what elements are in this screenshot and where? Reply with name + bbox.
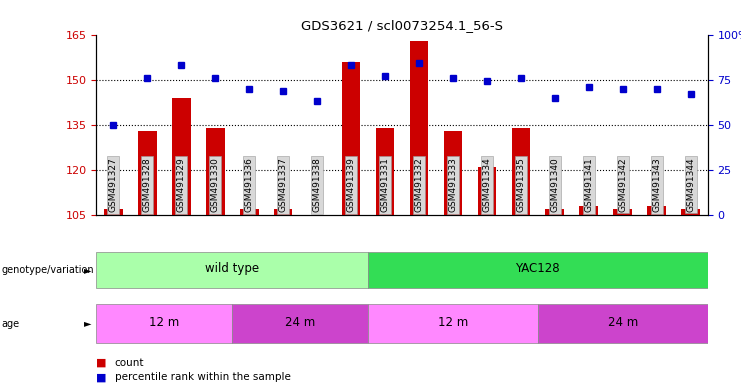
Bar bbox=[511, 128, 531, 215]
Text: GSM491329: GSM491329 bbox=[177, 157, 186, 212]
Bar bbox=[648, 206, 666, 215]
Text: count: count bbox=[115, 358, 144, 368]
Text: 24 m: 24 m bbox=[285, 316, 315, 329]
Bar bbox=[206, 128, 225, 215]
Bar bbox=[376, 128, 394, 215]
Bar bbox=[614, 209, 632, 215]
Text: GSM491340: GSM491340 bbox=[551, 157, 559, 212]
Text: GSM491336: GSM491336 bbox=[245, 157, 253, 212]
Text: ►: ► bbox=[84, 265, 91, 275]
Text: 24 m: 24 m bbox=[608, 316, 638, 329]
Bar bbox=[538, 304, 708, 343]
Text: ►: ► bbox=[84, 318, 91, 329]
Bar bbox=[368, 304, 538, 343]
Text: GSM491334: GSM491334 bbox=[482, 157, 491, 212]
Text: GSM491343: GSM491343 bbox=[652, 157, 661, 212]
Text: GSM491344: GSM491344 bbox=[686, 157, 695, 212]
Text: GSM491337: GSM491337 bbox=[279, 157, 288, 212]
Text: wild type: wild type bbox=[205, 262, 259, 275]
Text: GSM491341: GSM491341 bbox=[585, 157, 594, 212]
Bar bbox=[273, 209, 293, 215]
Bar bbox=[232, 304, 368, 343]
Text: GSM491331: GSM491331 bbox=[381, 157, 390, 212]
Bar bbox=[444, 131, 462, 215]
Bar bbox=[410, 41, 428, 215]
Bar bbox=[240, 209, 259, 215]
Text: GSM491333: GSM491333 bbox=[448, 157, 457, 212]
Text: GSM491338: GSM491338 bbox=[313, 157, 322, 212]
Text: GSM491342: GSM491342 bbox=[618, 157, 627, 212]
Text: GDS3621 / scl0073254.1_56-S: GDS3621 / scl0073254.1_56-S bbox=[301, 19, 503, 32]
Text: GSM491327: GSM491327 bbox=[109, 157, 118, 212]
Bar bbox=[138, 131, 156, 215]
Bar bbox=[172, 98, 190, 215]
Text: YAC128: YAC128 bbox=[516, 262, 560, 275]
Text: age: age bbox=[1, 318, 19, 329]
Text: GSM491339: GSM491339 bbox=[347, 157, 356, 212]
Bar bbox=[342, 62, 360, 215]
Bar bbox=[681, 209, 700, 215]
Bar bbox=[368, 252, 708, 288]
Text: ■: ■ bbox=[96, 358, 107, 368]
Text: genotype/variation: genotype/variation bbox=[1, 265, 94, 275]
Text: 12 m: 12 m bbox=[438, 316, 468, 329]
Text: ■: ■ bbox=[96, 372, 107, 382]
Bar bbox=[104, 209, 123, 215]
Text: percentile rank within the sample: percentile rank within the sample bbox=[115, 372, 290, 382]
Bar bbox=[545, 209, 564, 215]
Bar bbox=[96, 304, 232, 343]
Bar bbox=[579, 206, 598, 215]
Bar bbox=[96, 252, 368, 288]
Text: GSM491330: GSM491330 bbox=[210, 157, 219, 212]
Bar bbox=[477, 167, 496, 215]
Text: GSM491328: GSM491328 bbox=[143, 157, 152, 212]
Text: GSM491335: GSM491335 bbox=[516, 157, 525, 212]
Text: GSM491332: GSM491332 bbox=[414, 157, 423, 212]
Text: 12 m: 12 m bbox=[149, 316, 179, 329]
